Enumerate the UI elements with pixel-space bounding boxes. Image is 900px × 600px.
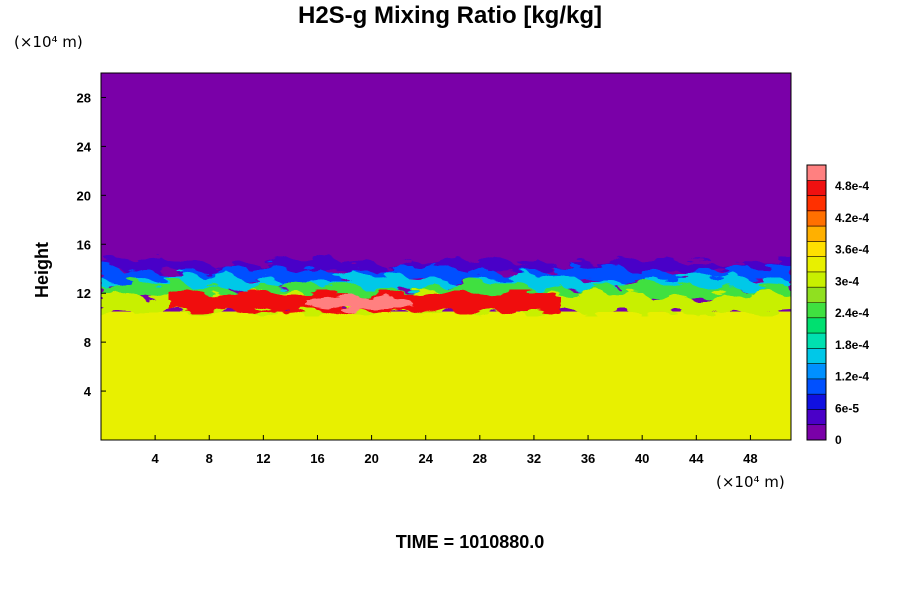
y-tick-label: 28 (77, 90, 91, 105)
colorbar-frame (806, 164, 827, 441)
colorbar-swatch (807, 302, 826, 319)
colorbar-swatch (807, 424, 826, 441)
colorbar-swatch (807, 394, 826, 410)
colorbar-swatch (807, 348, 826, 365)
colorbar-swatch (807, 317, 826, 334)
colorbar-label: 0 (835, 433, 842, 447)
x-tick-label: 32 (527, 451, 541, 466)
colorbar-swatch (807, 195, 826, 212)
colorbar-swatch (807, 287, 826, 303)
x-tick-label: 12 (256, 451, 270, 466)
colorbar-swatch (807, 378, 826, 395)
y-axis-unit: (×10⁴ m) (14, 33, 83, 51)
y-tick-label: 16 (77, 237, 91, 252)
colorbar-label: 3e-4 (835, 274, 859, 288)
x-tick-label: 44 (689, 451, 704, 466)
colorbar-label: 4.2e-4 (835, 211, 869, 225)
y-axis-ticks: 4 8 12 16 20 24 28 (77, 90, 106, 399)
colorbar-swatch (807, 226, 826, 242)
colorbar-swatch (807, 333, 826, 349)
y-tick-label: 20 (77, 188, 91, 203)
colorbar-swatch (807, 271, 826, 288)
x-tick-label: 8 (206, 451, 213, 466)
x-tick-label: 20 (364, 451, 378, 466)
colorbar-swatch (807, 363, 826, 380)
colorbar-label: 1.2e-4 (835, 370, 869, 384)
colorbar-swatch (807, 165, 826, 181)
plot-frame (100, 72, 792, 441)
colorbar-swatch (807, 241, 826, 258)
region-lower-layer (101, 311, 791, 440)
region-peak-band (168, 289, 561, 315)
colorbar-swatch (807, 180, 826, 197)
colorbar-label: 6e-5 (835, 401, 859, 415)
x-tick-label: 40 (635, 451, 649, 466)
x-tick-label: 36 (581, 451, 595, 466)
x-axis-unit: (×10⁴ m) (716, 473, 785, 491)
y-tick-label: 24 (77, 139, 92, 154)
colorbar-label: 3.6e-4 (835, 243, 869, 257)
chart-title: H2S-g Mixing Ratio [kg/kg] (297, 2, 602, 29)
colorbar-label: 4.8e-4 (835, 179, 869, 193)
x-tick-label: 4 (152, 451, 160, 466)
colorbar-swatch (807, 409, 826, 426)
colorbar: 0 6e-5 1.2e-4 1.8e-4 2.4e-4 3e-4 3.6e-4 4.2e-4 4… (806, 164, 869, 447)
x-tick-label: 24 (418, 451, 433, 466)
x-axis-ticks: 4 8 12 16 20 24 28 32 36 40 44 48 (152, 435, 758, 466)
x-tick-label: 16 (310, 451, 324, 466)
x-tick-label: 48 (743, 451, 757, 466)
y-tick-label: 4 (84, 384, 92, 399)
time-label: TIME = 1010880.0 (395, 532, 545, 552)
colorbar-label: 2.4e-4 (835, 306, 869, 320)
x-tick-label: 28 (473, 451, 487, 466)
colorbar-swatch (807, 210, 826, 227)
y-tick-label: 12 (77, 286, 91, 301)
colorbar-swatch (807, 256, 826, 273)
plot-area (101, 73, 791, 440)
y-tick-label: 8 (84, 335, 91, 350)
colorbar-label: 1.8e-4 (835, 338, 869, 352)
